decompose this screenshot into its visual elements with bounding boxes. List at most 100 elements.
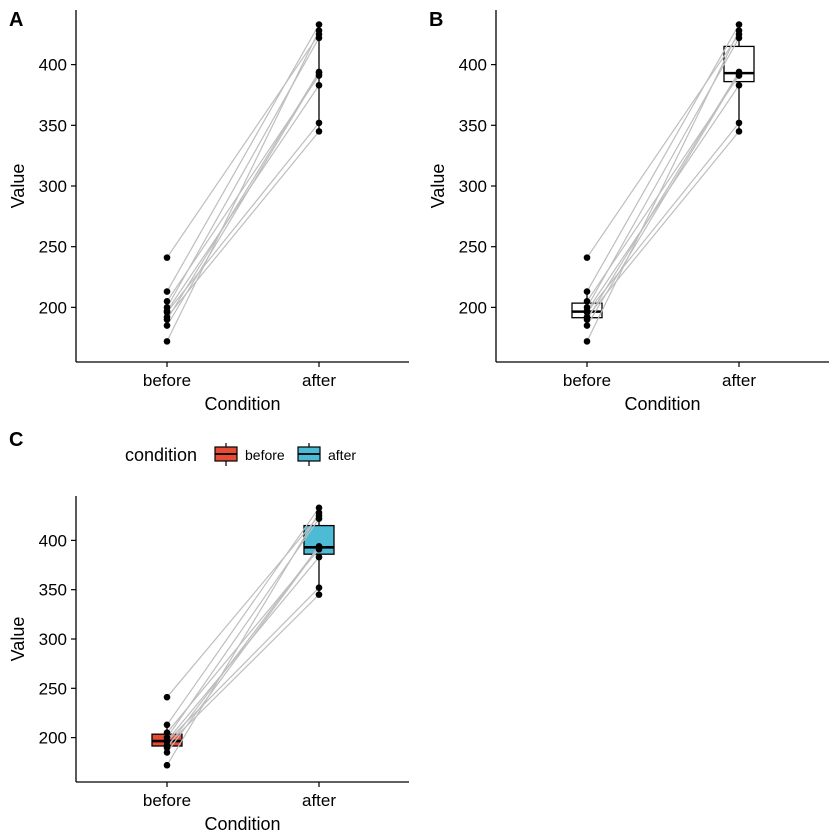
point-after xyxy=(315,543,323,551)
point-before xyxy=(163,693,171,701)
pair-line xyxy=(586,30,740,342)
point-after xyxy=(315,69,323,77)
point-before xyxy=(163,721,171,729)
x-tick-label: after xyxy=(302,791,336,810)
point-after xyxy=(315,81,323,89)
point-before xyxy=(163,254,171,261)
panel-b: B 200 250 300 350 400 before after Condition Valu… xyxy=(428,9,829,414)
y-tick-label: 300 xyxy=(39,630,67,649)
point-after xyxy=(735,34,743,42)
point-after xyxy=(735,128,743,135)
point-after xyxy=(315,504,323,512)
pair-line xyxy=(586,130,740,318)
legend-title: condition xyxy=(125,445,197,465)
point-before xyxy=(163,322,171,329)
point-before xyxy=(163,298,171,305)
point-before xyxy=(583,316,591,323)
pair-line xyxy=(586,122,740,313)
point-after xyxy=(315,119,323,127)
point-after xyxy=(735,81,743,89)
panels: A 200 250 300 350 400 before after Condition Valu… xyxy=(8,9,829,834)
y-tick-label: 200 xyxy=(39,298,67,317)
legend-label: after xyxy=(328,447,356,463)
pair-line xyxy=(586,33,740,258)
point-before xyxy=(163,729,171,736)
y-tick-label: 400 xyxy=(39,56,67,75)
y-tick-label: 400 xyxy=(39,531,67,550)
point-before xyxy=(583,322,591,329)
pair-line xyxy=(166,122,320,313)
point-before xyxy=(163,744,171,751)
y-tick-label: 200 xyxy=(39,729,67,748)
point-before xyxy=(163,316,171,323)
y-axis-label: Value xyxy=(428,164,448,209)
x-axis-label: Condition xyxy=(204,394,280,414)
pair-line xyxy=(586,84,740,312)
y-tick-label: 300 xyxy=(459,177,487,196)
x-tick-label: before xyxy=(143,791,191,810)
pair-line xyxy=(586,24,740,292)
point-before xyxy=(583,298,591,305)
point-after xyxy=(315,584,323,592)
point-after xyxy=(315,27,323,34)
panel-tag: C xyxy=(9,429,23,451)
y-tick-label: 250 xyxy=(39,238,67,257)
panel-tag: B xyxy=(429,9,443,31)
pair-line xyxy=(166,507,320,726)
point-after xyxy=(315,21,323,28)
point-before xyxy=(583,254,591,261)
panel-tag: A xyxy=(9,9,23,31)
pair-line xyxy=(586,72,740,326)
point-before xyxy=(163,338,171,345)
point-after xyxy=(315,34,323,42)
point-after xyxy=(735,27,743,34)
point-after xyxy=(315,128,323,135)
point-after xyxy=(735,21,743,28)
x-tick-label: after xyxy=(722,371,756,390)
y-tick-label: 250 xyxy=(459,238,487,257)
pair-line xyxy=(166,71,320,320)
pair-line xyxy=(166,546,320,753)
legend-label: before xyxy=(245,447,285,463)
y-tick-label: 400 xyxy=(459,56,487,75)
legend: condition before after xyxy=(125,443,356,466)
point-after xyxy=(315,509,323,517)
panel-a: A 200 250 300 350 400 before after Condition Valu… xyxy=(8,9,409,414)
y-tick-label: 350 xyxy=(459,116,487,135)
pair-line xyxy=(166,545,320,748)
pair-line xyxy=(166,130,320,318)
y-axis-label: Value xyxy=(8,164,28,209)
point-after xyxy=(735,69,743,77)
pair-line xyxy=(166,84,320,312)
pair-line xyxy=(166,72,320,326)
point-after xyxy=(315,591,323,598)
x-tick-label: after xyxy=(302,371,336,390)
pair-line xyxy=(166,30,320,342)
pair-line xyxy=(166,24,320,292)
y-tick-label: 300 xyxy=(39,177,67,196)
pair-line xyxy=(586,71,740,320)
y-tick-label: 350 xyxy=(39,581,67,600)
point-before xyxy=(163,737,171,744)
pair-line xyxy=(166,515,320,698)
point-before xyxy=(583,288,591,295)
pair-line xyxy=(166,33,320,258)
x-axis-label: Condition xyxy=(624,394,700,414)
x-tick-label: before xyxy=(563,371,611,390)
point-after xyxy=(315,515,323,522)
panel-c: C 200 250 300 350 400 before after Condition Valu… xyxy=(8,429,409,834)
point-before xyxy=(583,338,591,345)
point-before xyxy=(163,288,171,295)
y-tick-label: 250 xyxy=(39,679,67,698)
point-before xyxy=(163,307,171,315)
pair-line xyxy=(166,594,320,746)
x-axis-label: Condition xyxy=(204,814,280,834)
point-before xyxy=(583,307,591,315)
point-before xyxy=(163,749,171,756)
y-tick-label: 350 xyxy=(39,116,67,135)
point-before xyxy=(163,761,171,769)
y-tick-label: 200 xyxy=(459,298,487,317)
pair-line xyxy=(166,512,320,766)
y-axis-label: Value xyxy=(8,617,28,662)
